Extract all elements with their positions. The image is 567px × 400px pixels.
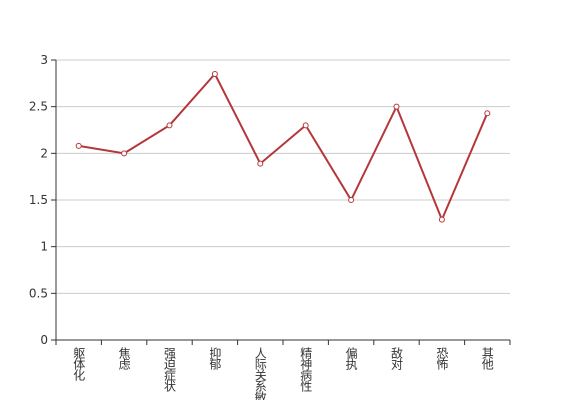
y-tick-label: 0 — [40, 333, 48, 347]
x-tick-label: 其他 — [480, 347, 494, 370]
x-tick-label: 抑郁 — [208, 346, 222, 371]
y-tick-label: 3 — [40, 53, 48, 67]
x-tick-label: 强迫症状 — [163, 347, 177, 392]
y-tick-label: 2 — [40, 146, 48, 160]
x-tick-label: 人际关系敏感 — [253, 347, 267, 400]
y-tick-label: 2.5 — [29, 100, 48, 114]
point — [438, 216, 445, 223]
x-tick-label: 敌对 — [390, 346, 404, 370]
point — [348, 197, 355, 203]
line — [78, 72, 489, 223]
y-tick-label: 0.5 — [29, 286, 48, 300]
point — [121, 150, 128, 157]
point — [166, 122, 173, 129]
point — [75, 142, 82, 149]
x-tick-label: 精神病性 — [299, 347, 313, 393]
point — [257, 160, 264, 167]
point — [484, 110, 491, 117]
y-tick-label: 1 — [40, 240, 48, 254]
point — [302, 122, 309, 129]
point — [393, 103, 400, 110]
x-tick-label: 偏执 — [344, 346, 358, 371]
y-tick-label: 1.5 — [29, 193, 48, 207]
x-tick-label: 躯体化 — [72, 346, 86, 382]
point — [211, 71, 218, 77]
x-tick-label: 焦虑 — [117, 347, 131, 370]
x-tick-label: 恐怖 — [435, 347, 449, 370]
